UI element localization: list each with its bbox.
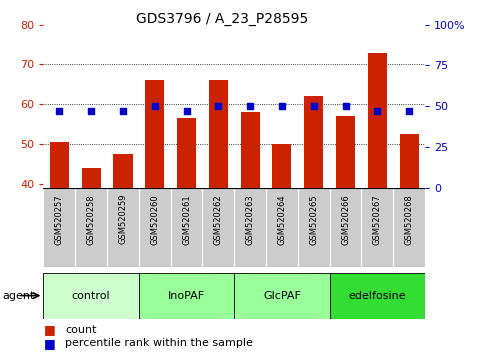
Bar: [330, 188, 361, 267]
Bar: [107, 188, 139, 267]
Bar: [43, 188, 75, 267]
Text: ■: ■: [43, 324, 55, 336]
Bar: [209, 80, 228, 188]
Point: [246, 103, 254, 109]
Bar: [330, 273, 425, 319]
Text: GSM520257: GSM520257: [55, 194, 64, 245]
Point: [310, 103, 318, 109]
Bar: [50, 142, 69, 188]
Bar: [139, 273, 234, 319]
Text: count: count: [65, 325, 97, 335]
Point: [119, 108, 127, 114]
Bar: [114, 154, 132, 188]
Point: [56, 108, 63, 114]
Text: GSM520259: GSM520259: [118, 194, 128, 245]
Text: GSM520262: GSM520262: [214, 194, 223, 245]
Bar: [361, 188, 393, 267]
Bar: [139, 188, 170, 267]
Text: GSM520261: GSM520261: [182, 194, 191, 245]
Text: GlcPAF: GlcPAF: [263, 291, 301, 301]
Text: ■: ■: [43, 337, 55, 350]
Text: GSM520266: GSM520266: [341, 194, 350, 245]
Point: [405, 108, 413, 114]
Bar: [399, 134, 419, 188]
Bar: [234, 273, 330, 319]
Bar: [234, 188, 266, 267]
Point: [214, 103, 222, 109]
Bar: [170, 188, 202, 267]
Text: GSM520268: GSM520268: [405, 194, 413, 245]
Bar: [202, 188, 234, 267]
Bar: [145, 80, 164, 188]
Text: control: control: [72, 291, 111, 301]
Text: GDS3796 / A_23_P28595: GDS3796 / A_23_P28595: [136, 12, 308, 27]
Bar: [368, 53, 387, 188]
Text: GSM520258: GSM520258: [86, 194, 96, 245]
Point: [373, 108, 381, 114]
Point: [183, 108, 190, 114]
Bar: [82, 168, 101, 188]
Point: [151, 103, 158, 109]
Bar: [241, 112, 260, 188]
Text: GSM520265: GSM520265: [309, 194, 318, 245]
Bar: [304, 96, 323, 188]
Bar: [298, 188, 330, 267]
Text: percentile rank within the sample: percentile rank within the sample: [65, 338, 253, 348]
Bar: [266, 188, 298, 267]
Text: GSM520260: GSM520260: [150, 194, 159, 245]
Text: GSM520267: GSM520267: [373, 194, 382, 245]
Bar: [393, 188, 425, 267]
Text: edelfosine: edelfosine: [349, 291, 406, 301]
Text: agent: agent: [2, 291, 35, 301]
Text: GSM520264: GSM520264: [277, 194, 286, 245]
Bar: [75, 188, 107, 267]
Text: InoPAF: InoPAF: [168, 291, 205, 301]
Point: [278, 103, 286, 109]
Bar: [336, 116, 355, 188]
Point: [87, 108, 95, 114]
Point: [341, 103, 349, 109]
Bar: [177, 118, 196, 188]
Bar: [43, 273, 139, 319]
Text: GSM520263: GSM520263: [246, 194, 255, 245]
Bar: [272, 144, 292, 188]
